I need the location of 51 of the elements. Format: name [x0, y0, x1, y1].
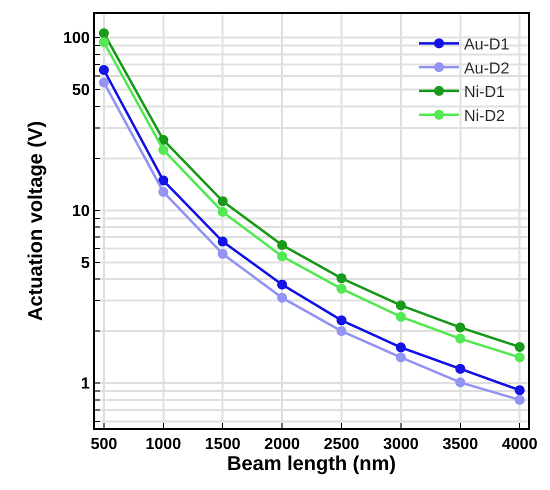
x-tick-label: 2500: [324, 436, 360, 454]
point: [158, 144, 168, 155]
x-tick-label: 3000: [383, 436, 419, 454]
x-tick-label: 1000: [146, 436, 182, 454]
x-tick-label: 2000: [264, 436, 300, 454]
point: [158, 175, 168, 186]
point: [514, 352, 525, 362]
y-tick-label: 1: [80, 376, 90, 393]
legend-label: Au-D1: [464, 36, 510, 54]
point: [455, 377, 466, 388]
point: [158, 186, 168, 197]
y-tick-label: 10: [72, 202, 90, 220]
point: [455, 334, 466, 344]
point: [396, 342, 406, 352]
point: [336, 273, 346, 284]
point: [277, 280, 288, 290]
point: [455, 322, 466, 332]
point: [218, 236, 228, 247]
x-tick-label: 500: [90, 436, 118, 454]
point: [98, 28, 109, 38]
point: [455, 364, 466, 374]
point: [98, 77, 109, 88]
point: [336, 284, 346, 294]
point: [336, 315, 346, 326]
point: [396, 300, 406, 310]
point: [218, 206, 228, 217]
point: [396, 352, 406, 362]
point: [218, 248, 228, 259]
point: [336, 326, 346, 336]
point: [218, 196, 228, 206]
point: [277, 240, 288, 250]
x-tick-label: 4000: [502, 436, 538, 454]
point: [98, 37, 109, 48]
legend-label: Ni-D2: [464, 108, 505, 125]
x-tick-label: 3500: [442, 436, 478, 454]
x-axis-title: Beam length (nm): [227, 453, 396, 476]
point: [514, 385, 525, 396]
legend-label: Au-D2: [464, 60, 510, 78]
legend-label: Ni-D1: [464, 84, 505, 102]
point: [514, 394, 525, 405]
point: [277, 292, 288, 303]
point: [158, 134, 168, 145]
y-axis-title: Actuation voltage (V): [25, 120, 48, 322]
point: [396, 312, 406, 322]
x-tick-label: 1500: [204, 436, 241, 454]
y-tick-label: 100: [63, 30, 90, 48]
y-tick-label: 5: [80, 254, 90, 272]
y-tick-label: 50: [72, 82, 90, 100]
point: [277, 251, 288, 262]
point: [514, 342, 525, 352]
point: [98, 64, 109, 75]
